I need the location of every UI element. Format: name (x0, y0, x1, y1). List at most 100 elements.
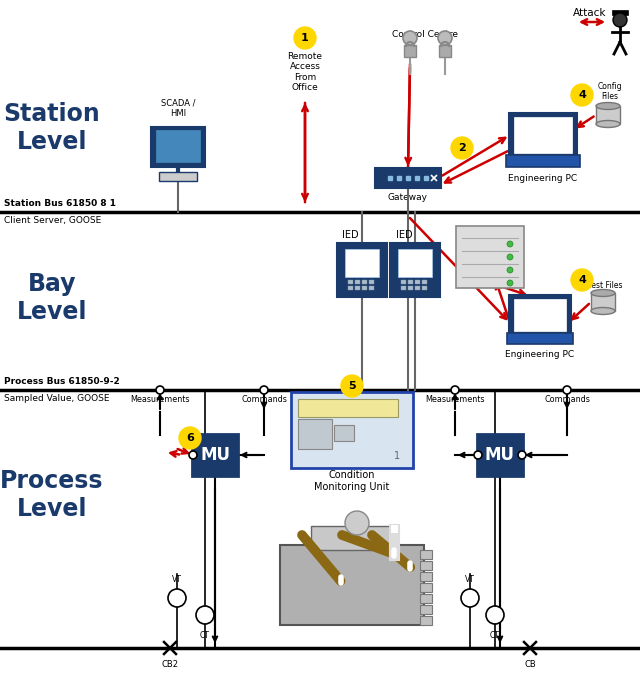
Circle shape (518, 451, 526, 459)
Text: MU: MU (200, 446, 230, 464)
FancyBboxPatch shape (401, 286, 406, 290)
FancyBboxPatch shape (298, 399, 398, 417)
Circle shape (563, 386, 571, 394)
Circle shape (260, 386, 268, 394)
Text: Engineering PC: Engineering PC (506, 350, 575, 359)
Bar (591, 293, 615, 311)
Text: CB2: CB2 (161, 660, 179, 669)
Circle shape (403, 31, 417, 45)
Text: Gateway: Gateway (388, 193, 428, 202)
Text: 1: 1 (394, 451, 400, 461)
FancyBboxPatch shape (159, 172, 197, 181)
Text: IED: IED (342, 230, 358, 240)
Text: 2: 2 (458, 143, 466, 153)
FancyBboxPatch shape (362, 280, 367, 284)
Circle shape (196, 606, 214, 624)
Text: Commands: Commands (241, 395, 287, 404)
Circle shape (294, 27, 316, 49)
Text: VT: VT (172, 575, 182, 584)
FancyBboxPatch shape (337, 243, 387, 297)
FancyBboxPatch shape (506, 155, 580, 167)
FancyBboxPatch shape (422, 280, 427, 284)
Text: Bay
Level: Bay Level (17, 272, 87, 324)
Text: Measurements: Measurements (131, 395, 189, 404)
Text: Attack: Attack (573, 8, 607, 18)
Text: VT: VT (465, 575, 475, 584)
Bar (420, 605, 432, 614)
Circle shape (486, 606, 504, 624)
Ellipse shape (591, 290, 615, 297)
Text: IED: IED (396, 230, 413, 240)
FancyBboxPatch shape (422, 286, 427, 290)
Text: SCADA /
HMI: SCADA / HMI (161, 99, 195, 118)
Text: Process
Level: Process Level (0, 469, 104, 521)
FancyBboxPatch shape (477, 434, 523, 476)
Bar (420, 550, 432, 559)
Text: Test Files: Test Files (588, 281, 622, 290)
FancyBboxPatch shape (398, 249, 432, 277)
Circle shape (571, 84, 593, 106)
FancyBboxPatch shape (408, 286, 413, 290)
FancyBboxPatch shape (390, 243, 440, 297)
Circle shape (156, 386, 164, 394)
FancyBboxPatch shape (355, 280, 360, 284)
FancyBboxPatch shape (404, 45, 416, 57)
FancyBboxPatch shape (456, 226, 524, 288)
FancyBboxPatch shape (291, 392, 413, 468)
FancyBboxPatch shape (439, 45, 451, 57)
Text: Client Server, GOOSE: Client Server, GOOSE (4, 216, 101, 225)
Text: Remote
Access
From
Office: Remote Access From Office (287, 52, 323, 92)
Circle shape (438, 31, 452, 45)
Text: CB: CB (524, 660, 536, 669)
Circle shape (571, 269, 593, 291)
FancyBboxPatch shape (348, 286, 353, 290)
Bar (420, 583, 432, 592)
FancyBboxPatch shape (514, 117, 572, 153)
Circle shape (451, 137, 473, 159)
FancyBboxPatch shape (509, 295, 571, 335)
Text: Station Bus 61850 8 1: Station Bus 61850 8 1 (4, 199, 116, 208)
FancyBboxPatch shape (156, 130, 200, 162)
FancyBboxPatch shape (334, 425, 354, 441)
Text: CT: CT (490, 631, 500, 640)
FancyBboxPatch shape (415, 286, 420, 290)
Text: Control Centre: Control Centre (392, 30, 458, 39)
Ellipse shape (591, 308, 615, 315)
Text: Condition
Monitoring Unit: Condition Monitoring Unit (314, 470, 390, 491)
Text: Engineering PC: Engineering PC (508, 174, 577, 183)
Bar (420, 572, 432, 581)
FancyBboxPatch shape (280, 545, 424, 625)
Circle shape (168, 589, 186, 607)
FancyBboxPatch shape (375, 168, 441, 188)
Text: Station
Level: Station Level (4, 102, 100, 154)
Circle shape (507, 254, 513, 260)
Circle shape (189, 451, 197, 459)
Circle shape (474, 451, 482, 459)
Ellipse shape (596, 121, 620, 128)
FancyBboxPatch shape (355, 286, 360, 290)
Text: CT: CT (200, 631, 210, 640)
Text: Commands: Commands (544, 395, 590, 404)
Bar (420, 561, 432, 570)
Bar (596, 106, 620, 124)
FancyBboxPatch shape (369, 286, 374, 290)
Text: Process Bus 61850-9-2: Process Bus 61850-9-2 (4, 377, 120, 386)
Circle shape (507, 241, 513, 247)
FancyBboxPatch shape (612, 10, 628, 15)
FancyBboxPatch shape (345, 249, 379, 277)
FancyBboxPatch shape (408, 280, 413, 284)
Circle shape (461, 589, 479, 607)
FancyBboxPatch shape (369, 280, 374, 284)
Text: 5: 5 (348, 381, 356, 391)
Text: Measurements: Measurements (425, 395, 484, 404)
FancyBboxPatch shape (509, 113, 577, 157)
Text: 4: 4 (578, 275, 586, 285)
Text: 6: 6 (186, 433, 194, 443)
Text: 4: 4 (578, 90, 586, 100)
Circle shape (613, 13, 627, 27)
Circle shape (451, 386, 459, 394)
Text: Config
Files: Config Files (598, 81, 622, 101)
Text: Sampled Value, GOOSE: Sampled Value, GOOSE (4, 394, 109, 403)
Bar (420, 616, 432, 625)
FancyBboxPatch shape (192, 434, 238, 476)
